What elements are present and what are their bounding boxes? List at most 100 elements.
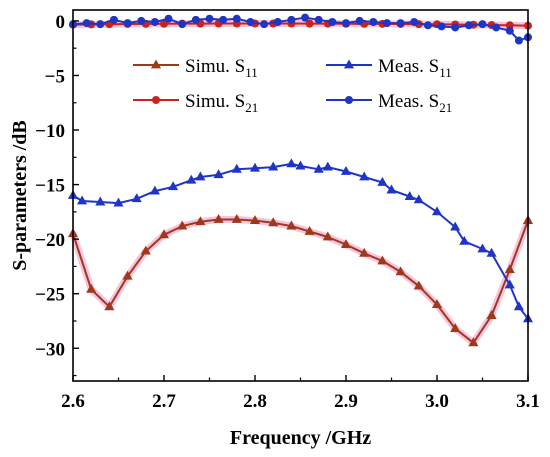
y-tick-label: −5: [45, 66, 65, 87]
legend-entry: Meas. S21: [326, 91, 452, 115]
data-point: [382, 19, 391, 28]
series-glow: [69, 216, 532, 347]
data-point: [504, 279, 515, 289]
data-point: [287, 15, 296, 24]
data-point: [205, 14, 214, 23]
data-point: [268, 161, 279, 171]
data-point: [249, 162, 261, 172]
data-point: [113, 197, 124, 207]
series-simu-s11: [67, 214, 534, 347]
data-point: [450, 323, 461, 333]
data-point: [304, 226, 315, 235]
data-point: [295, 160, 306, 170]
data-point: [369, 18, 378, 27]
data-point: [195, 171, 206, 181]
data-point: [177, 220, 188, 230]
data-point: [478, 20, 487, 29]
data-point: [301, 13, 310, 22]
data-point: [486, 247, 497, 257]
data-point: [340, 239, 352, 249]
data-point: [322, 161, 333, 171]
data-point: [150, 18, 159, 27]
data-point: [322, 231, 333, 241]
data-point: [231, 214, 242, 223]
legend-label-subscript: 11: [245, 65, 258, 80]
legend-label: Simu. S11: [185, 56, 258, 80]
data-point: [178, 20, 187, 29]
y-tick-label: −30: [35, 339, 65, 360]
series-meas-s21: [69, 13, 532, 45]
data-point: [122, 270, 133, 280]
data-point: [340, 165, 352, 175]
data-point: [219, 15, 228, 24]
data-point: [413, 194, 424, 204]
x-tick-label: 2.7: [152, 391, 176, 412]
data-point: [77, 195, 88, 205]
data-point: [273, 18, 282, 27]
data-point: [260, 20, 269, 29]
legend-label-subscript: 21: [439, 100, 452, 115]
data-point: [451, 23, 460, 32]
data-point: [328, 18, 337, 27]
legend-label-main: Meas. S: [378, 91, 439, 112]
legend-marker: [152, 96, 160, 104]
x-tick-label: 3.0: [425, 391, 449, 412]
series-line: [72, 162, 529, 320]
data-point: [246, 18, 255, 27]
data-point: [413, 280, 424, 290]
x-tick-label: 3.1: [516, 391, 540, 412]
data-point: [492, 23, 501, 32]
data-point: [431, 206, 443, 216]
legend-marker: [343, 59, 355, 69]
y-tick-label: −25: [35, 285, 65, 306]
data-point: [86, 283, 97, 293]
data-point: [104, 301, 115, 311]
legend-entry: Simu. S21: [133, 91, 258, 115]
data-point: [158, 229, 170, 239]
x-tick-label: 2.6: [61, 391, 85, 412]
legend-label-subscript: 11: [439, 65, 452, 80]
legend-label: Meas. S21: [378, 91, 452, 115]
data-point: [195, 216, 206, 226]
data-point: [459, 235, 470, 245]
data-point: [313, 163, 324, 173]
data-point: [395, 266, 406, 276]
series-meas-s11: [67, 158, 534, 323]
data-point: [140, 245, 151, 255]
data-point: [131, 193, 142, 203]
x-axis-title: Frequency /GHz: [230, 427, 371, 449]
y-tick-label: 0: [56, 12, 66, 33]
data-point: [359, 247, 370, 257]
data-point: [377, 255, 388, 265]
data-point: [191, 15, 200, 24]
data-point: [342, 19, 350, 28]
data-point: [268, 217, 279, 227]
legend-label: Meas. S11: [378, 56, 452, 80]
data-point: [231, 163, 242, 173]
legend-entry: Meas. S11: [326, 56, 452, 80]
data-point: [314, 15, 323, 24]
legend-marker: [345, 96, 353, 104]
x-tick-label: 2.8: [243, 391, 267, 412]
data-point: [96, 20, 105, 29]
data-point: [505, 26, 514, 35]
data-point: [404, 191, 415, 201]
data-point: [95, 196, 106, 206]
legend-marker: [150, 59, 162, 69]
legend-label-main: Meas. S: [378, 56, 439, 77]
data-point: [486, 310, 497, 319]
data-point: [396, 19, 405, 28]
data-point: [410, 18, 419, 27]
series-layer: [67, 13, 534, 347]
data-point: [504, 264, 515, 274]
data-point: [164, 14, 173, 23]
y-tick-label: −15: [35, 176, 65, 197]
data-point: [213, 214, 224, 223]
data-point: [286, 158, 297, 168]
data-point: [513, 301, 524, 311]
data-point: [355, 16, 364, 25]
data-point: [137, 16, 146, 25]
data-point: [377, 176, 388, 186]
legend-entry: Simu. S11: [133, 56, 258, 80]
